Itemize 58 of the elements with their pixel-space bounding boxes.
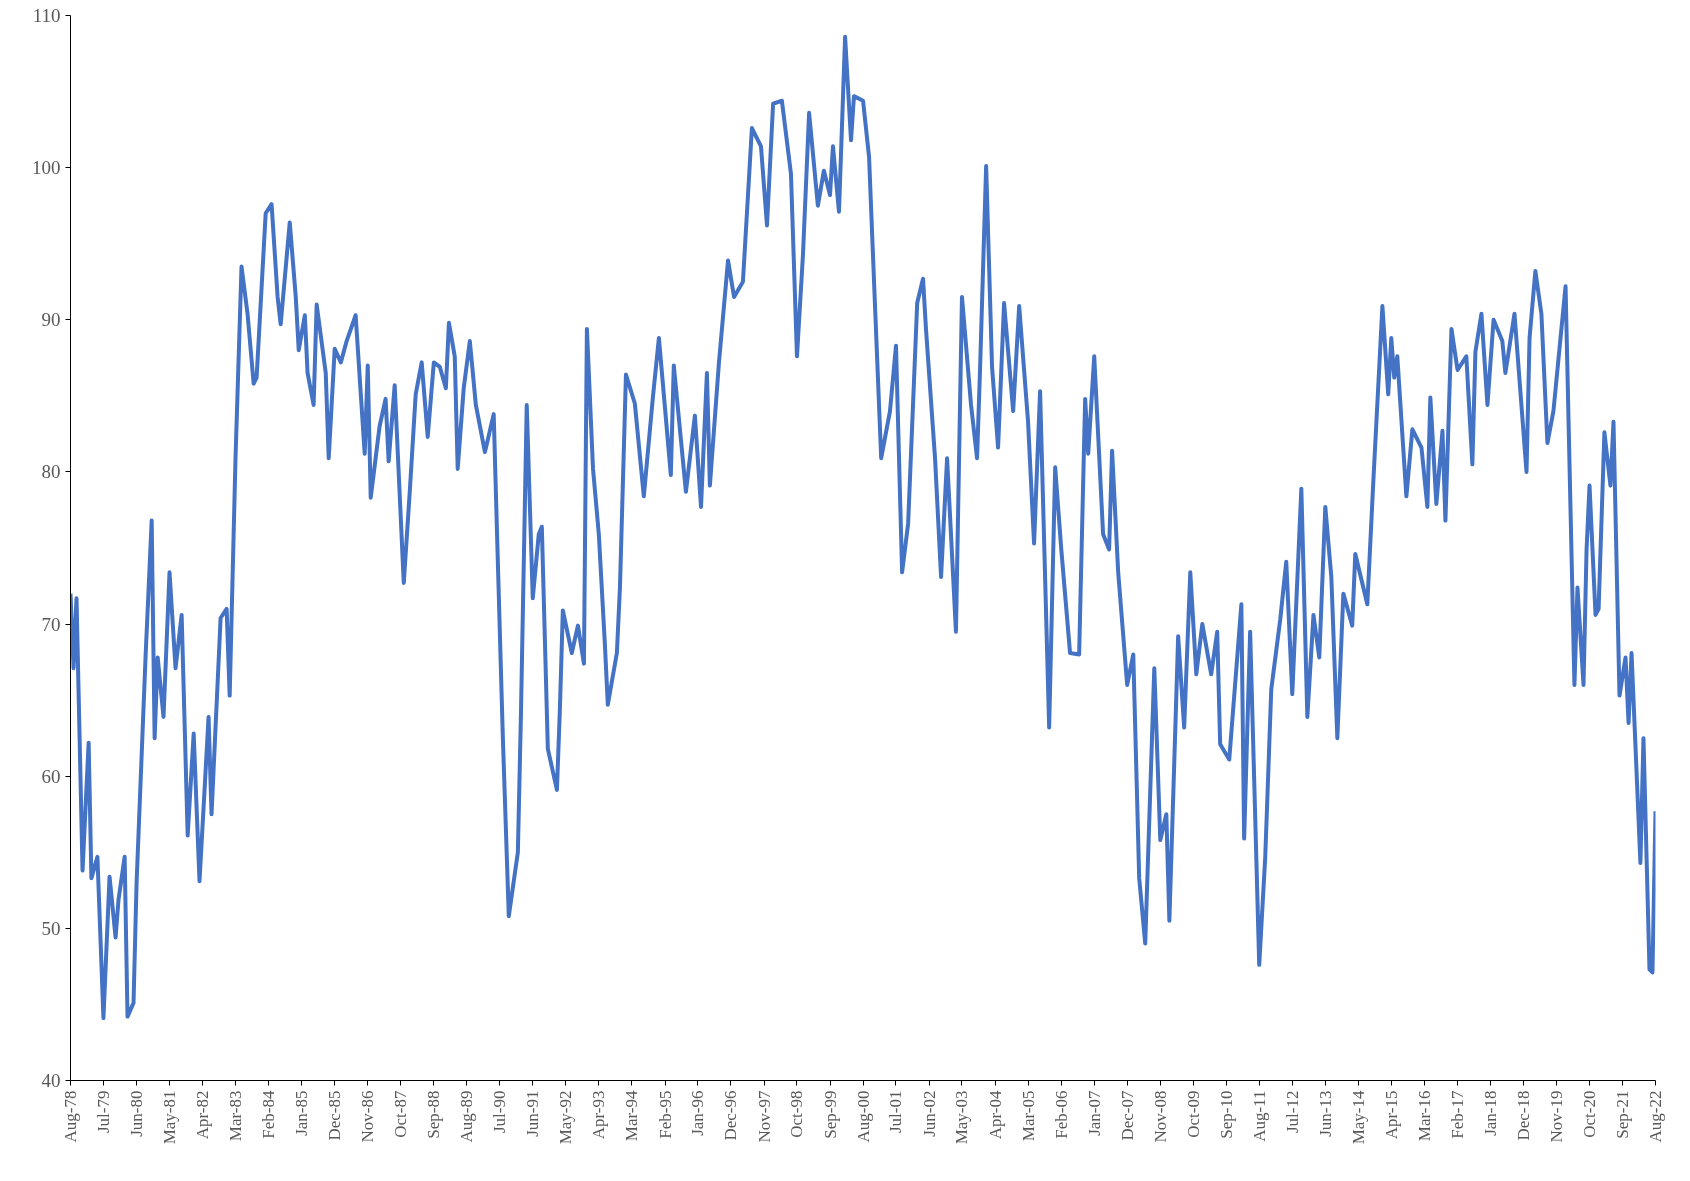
- x-tick-label: Aug-89: [457, 1090, 477, 1143]
- y-tick-label: 80: [41, 461, 61, 483]
- y-tick-label: 90: [41, 309, 61, 331]
- x-tick-label: Oct-20: [1580, 1090, 1600, 1138]
- x-tick-label: Dec-07: [1117, 1090, 1137, 1141]
- x-tick-label: Oct-09: [1183, 1090, 1203, 1138]
- x-tick-label: Sep-10: [1216, 1090, 1236, 1139]
- x-tick-label: Jan-85: [292, 1090, 312, 1136]
- x-tick-label: Aug-78: [61, 1090, 80, 1143]
- x-tick-label: Mar-94: [622, 1090, 642, 1142]
- y-tick-label: 100: [32, 157, 61, 179]
- x-tick-label: Dec-96: [721, 1090, 741, 1141]
- x-tick-label: Sep-21: [1613, 1090, 1633, 1139]
- x-tick-label: Jan-96: [688, 1090, 708, 1136]
- y-tick-label: 50: [41, 917, 61, 939]
- x-tick-label: Mar-83: [226, 1090, 245, 1142]
- x-tick-label: Nov-97: [754, 1090, 774, 1143]
- x-tick-label: Jul-90: [490, 1090, 510, 1133]
- x-tick-label: Jun-13: [1315, 1090, 1335, 1137]
- x-tick-label: Aug-00: [853, 1090, 873, 1143]
- x-tick-label: Jun-80: [127, 1090, 147, 1137]
- x-tick-label: May-81: [160, 1090, 180, 1145]
- x-tick-label: Aug-22: [1646, 1090, 1665, 1143]
- x-tick-label: Nov-08: [1150, 1090, 1170, 1143]
- x-tick-label: Mar-16: [1414, 1090, 1434, 1142]
- x-tick-label: Nov-86: [358, 1090, 378, 1143]
- x-tick-label: Apr-15: [1381, 1090, 1401, 1140]
- x-tick-label: Sep-88: [424, 1090, 444, 1139]
- x-tick-label: Dec-18: [1513, 1090, 1533, 1141]
- x-tick-label: Feb-95: [655, 1090, 675, 1139]
- x-tick-label: Jul-12: [1282, 1090, 1302, 1133]
- x-tick-label: Jun-91: [523, 1090, 543, 1137]
- x-tick-label: Jun-02: [919, 1090, 939, 1137]
- x-tick-label: May-92: [556, 1090, 576, 1145]
- line-series: [70, 34, 1656, 1021]
- x-tick-label: Feb-17: [1448, 1090, 1468, 1139]
- x-tick-label: Mar-05: [1018, 1090, 1038, 1142]
- x-tick-label: Jan-07: [1084, 1090, 1104, 1136]
- x-tick-label: Apr-04: [985, 1090, 1005, 1140]
- x-tick-label: May-14: [1348, 1090, 1368, 1145]
- x-tick-label: Jul-01: [886, 1090, 906, 1133]
- x-tick-label: Oct-98: [787, 1090, 807, 1138]
- x-tick-label: Apr-82: [193, 1090, 213, 1140]
- y-tick-label: 110: [32, 5, 61, 26]
- x-tick-label: Apr-93: [589, 1090, 609, 1140]
- x-tick-label: Jul-79: [93, 1090, 113, 1133]
- x-tick-label: Dec-85: [325, 1090, 345, 1141]
- x-tick-label: Oct-87: [391, 1090, 411, 1138]
- x-tick-label: May-03: [952, 1090, 972, 1145]
- x-tick-label: Aug-11: [1249, 1090, 1269, 1142]
- x-tick-label: Feb-84: [259, 1090, 279, 1139]
- y-tick-label: 70: [41, 613, 61, 635]
- x-tick-label: Feb-06: [1051, 1090, 1071, 1139]
- x-tick-label: Nov-19: [1546, 1090, 1566, 1143]
- y-tick-label: 40: [41, 1070, 61, 1091]
- x-tick-label: Sep-99: [820, 1090, 840, 1139]
- y-tick-label: 60: [41, 765, 61, 787]
- x-tick-label: Jan-18: [1481, 1090, 1500, 1136]
